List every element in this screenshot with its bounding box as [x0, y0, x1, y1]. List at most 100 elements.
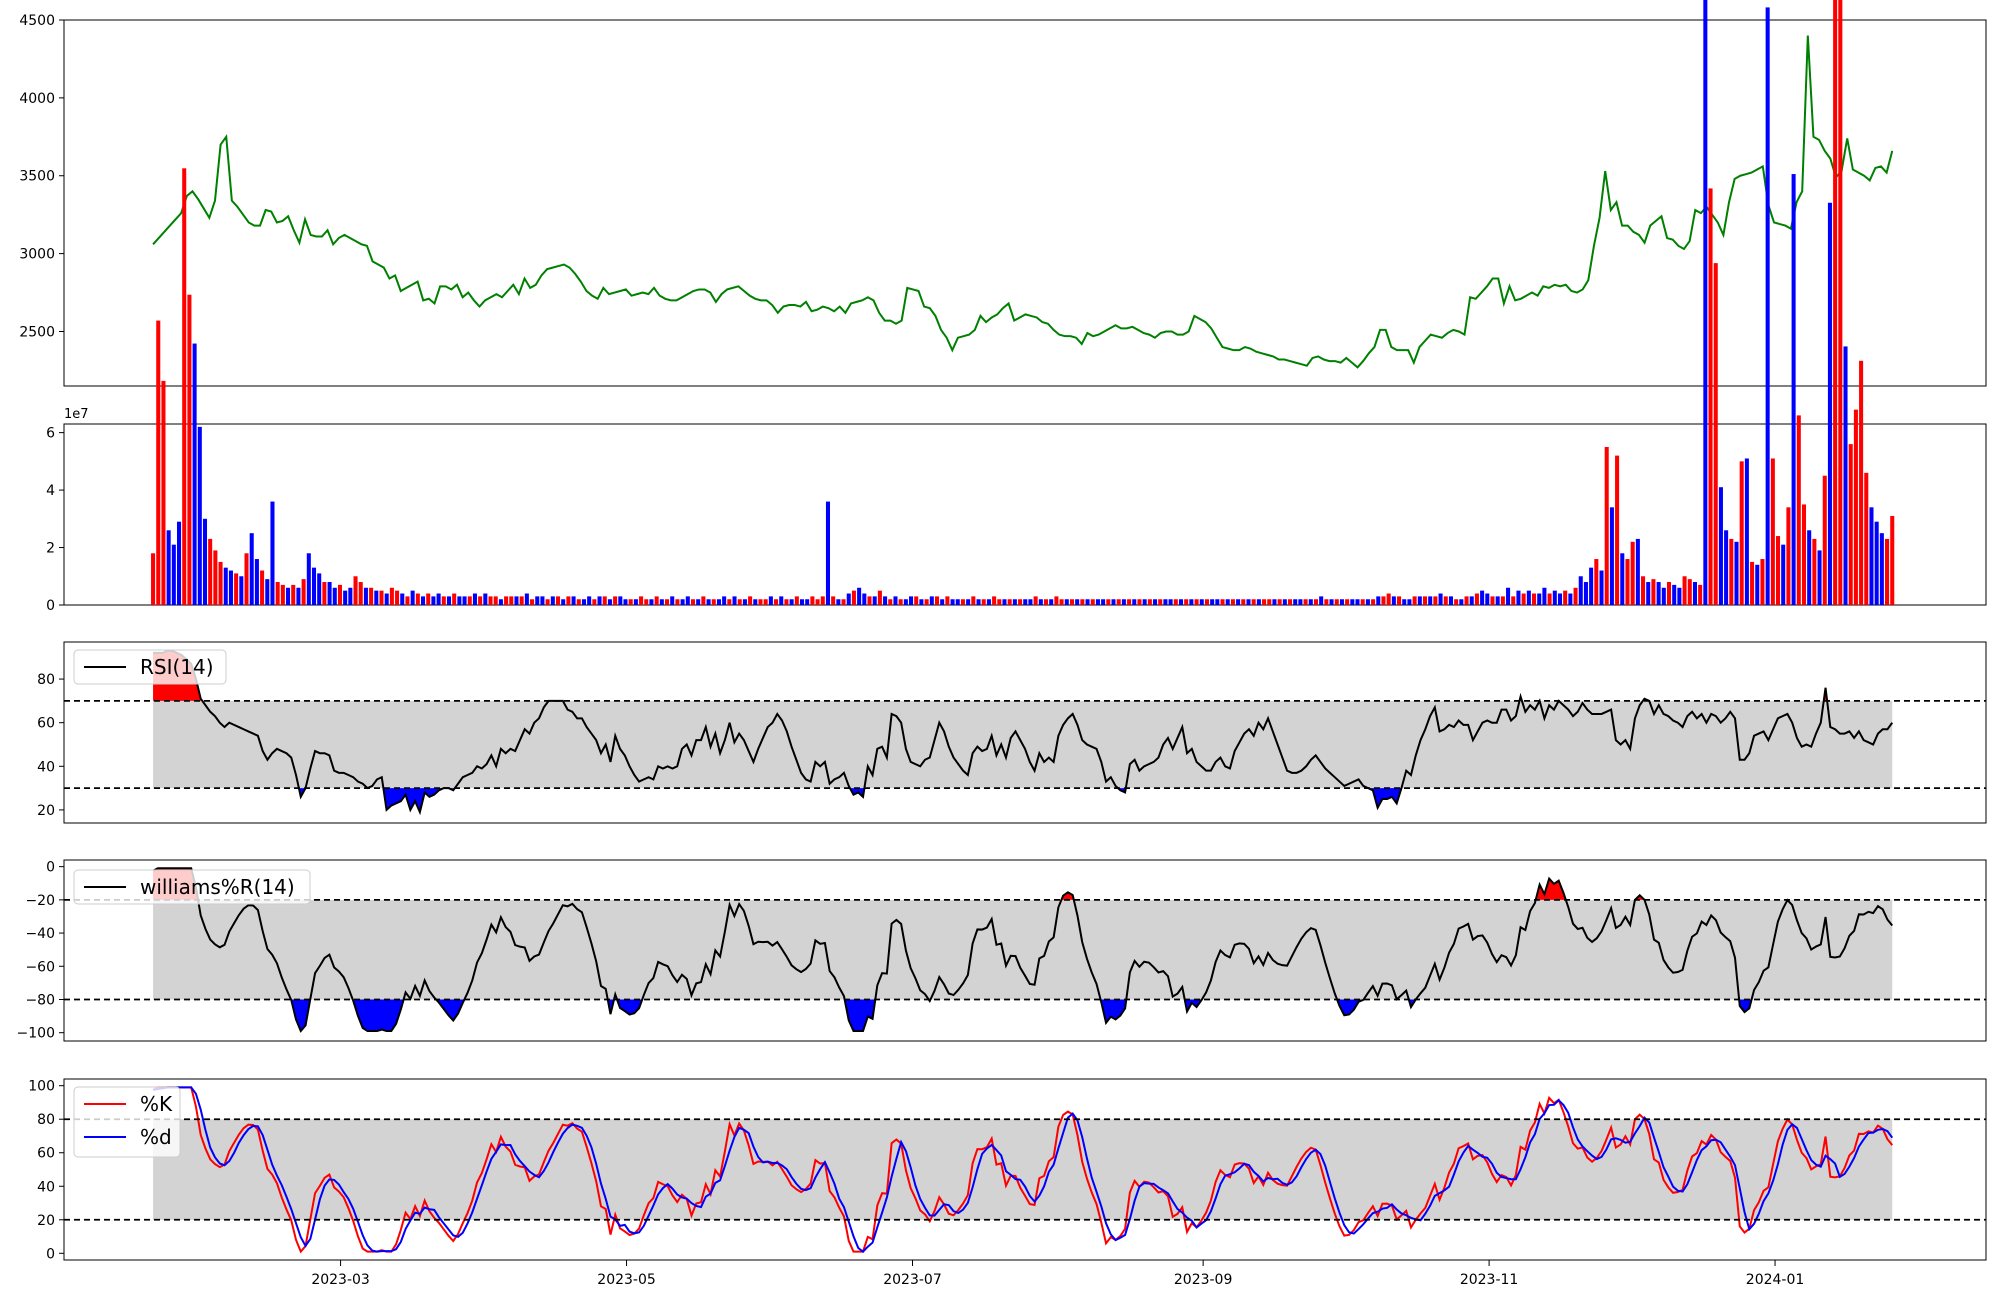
volume-bar	[363, 587, 368, 605]
volume-bar	[1210, 599, 1215, 605]
stoch-panel: 0 20 40 60 80 100 %K %d	[28, 1078, 1987, 1262]
volume-bar	[1303, 599, 1308, 605]
williams-overbought-fill	[1535, 878, 1566, 900]
volume-bar	[1267, 599, 1272, 605]
volume-bar	[197, 426, 202, 605]
williams-ytick-label: −80	[25, 992, 55, 1008]
volume-bar	[1630, 541, 1635, 605]
volume-bar	[1500, 596, 1505, 605]
volume-bar	[1376, 596, 1381, 605]
stoch-legend-d-label: %d	[140, 1125, 172, 1149]
volume-bar	[1625, 559, 1630, 605]
volume-bar	[613, 596, 618, 605]
volume-bar	[1391, 596, 1396, 605]
volume-bar	[1402, 599, 1407, 605]
volume-bar	[260, 570, 265, 605]
volume-bar	[254, 559, 259, 605]
volume-bar	[649, 599, 654, 605]
volume-bar	[1422, 596, 1428, 605]
volume-bar	[929, 596, 934, 605]
volume-bar	[1599, 570, 1604, 605]
stoch-ytick-label: 100	[28, 1079, 55, 1095]
volume-bar	[1604, 446, 1609, 605]
volume-bar	[421, 596, 426, 605]
volume-bar	[488, 596, 493, 605]
volume-bar	[597, 596, 602, 605]
williams-ytick-label: −60	[25, 959, 55, 975]
williams-ytick-label: −40	[25, 926, 55, 942]
volume-bar	[779, 596, 784, 605]
volume-bar	[1656, 582, 1661, 605]
volume-bar	[1698, 584, 1703, 605]
volume-bar	[208, 538, 213, 605]
volume-bar	[1168, 599, 1173, 605]
volume-bar	[1641, 576, 1646, 605]
volume-bar	[1308, 599, 1313, 605]
volume-bar	[1371, 599, 1376, 605]
volume-bar	[971, 596, 976, 605]
volume-bar	[1724, 530, 1729, 605]
volume-bar	[389, 587, 394, 605]
volume-bar	[1043, 599, 1049, 605]
price-ytick-label: 4000	[19, 91, 55, 107]
volume-bar	[311, 567, 317, 605]
volume-bar	[774, 599, 779, 605]
volume-bar	[1848, 444, 1853, 605]
volume-bar	[1511, 596, 1516, 605]
volume-bar	[1490, 596, 1495, 605]
volume-bar	[1516, 590, 1521, 605]
volume-bar	[1246, 599, 1251, 605]
volume-bar	[483, 593, 488, 605]
volume-bar	[581, 599, 586, 605]
stoch-neutral-band	[153, 1119, 1893, 1220]
volume-bar	[1552, 590, 1557, 605]
volume-bar	[1007, 599, 1012, 605]
volume-bar	[228, 570, 233, 605]
volume-bar	[768, 596, 773, 605]
volume-bar	[1537, 593, 1542, 605]
stoch-band	[153, 1119, 1893, 1220]
volume-bar	[353, 576, 358, 605]
williams-line	[152, 867, 1894, 1033]
williams-oversold-fill	[1100, 999, 1127, 1023]
volume-bar	[820, 596, 825, 605]
rsi-legend-box	[73, 649, 227, 685]
volume-bar	[659, 599, 664, 605]
volume-bar	[836, 599, 841, 605]
volume-bar	[992, 596, 997, 605]
volume-bar	[1147, 599, 1152, 605]
volume-bar	[1506, 587, 1511, 605]
price-ytick-label: 2500	[19, 324, 55, 340]
volume-bar	[1204, 599, 1209, 605]
volume-bar	[690, 599, 696, 605]
volume-bar	[441, 596, 446, 605]
rsi-legend: RSI(14)	[73, 649, 227, 685]
volume-bar	[841, 599, 846, 605]
volume-bar	[1843, 346, 1848, 605]
volume-bar	[1251, 599, 1256, 605]
volume-bar	[753, 599, 758, 605]
volume-bar	[1407, 599, 1412, 605]
volume-bar	[1101, 599, 1106, 605]
volume-bar	[1028, 599, 1033, 605]
volume-bar	[1412, 596, 1417, 605]
volume-bar	[654, 596, 659, 605]
volume-bar	[742, 599, 747, 605]
volume-bar	[1744, 458, 1749, 605]
volume-bar	[1106, 599, 1111, 605]
volume-bar	[410, 590, 415, 605]
volume-bar	[1485, 593, 1490, 605]
volume-bar	[1329, 599, 1334, 605]
volume-bar	[431, 596, 436, 605]
volume-bar	[1853, 409, 1858, 605]
volume-bar	[623, 599, 628, 605]
volume-bar	[322, 582, 327, 605]
volume-bar	[1755, 564, 1760, 605]
volume-bar	[1282, 599, 1287, 605]
volume-bar	[909, 596, 914, 605]
volume-bar	[1184, 599, 1189, 605]
volume-bar	[1890, 515, 1895, 605]
volume-bar	[1386, 593, 1391, 605]
volume-bar	[587, 596, 592, 605]
volume-bar	[291, 584, 296, 605]
